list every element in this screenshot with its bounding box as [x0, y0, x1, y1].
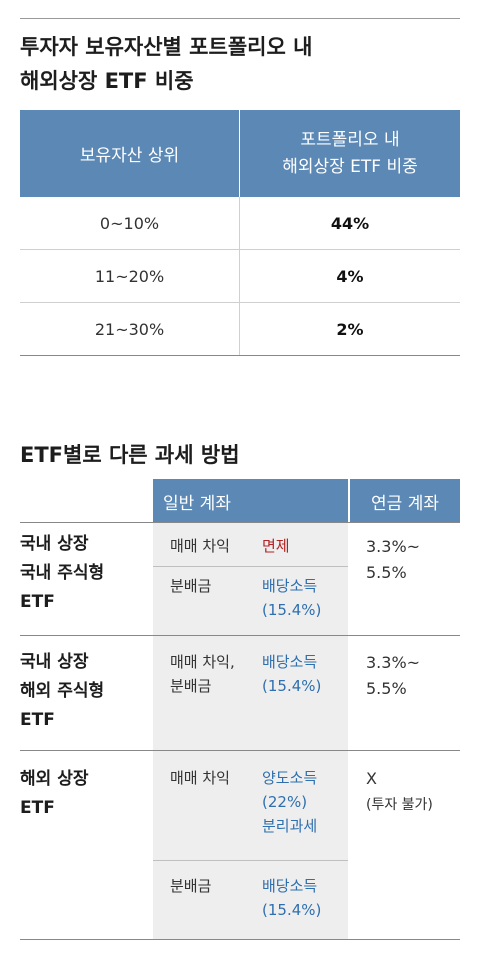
header-pension-account: 연금 계좌 [350, 479, 460, 523]
item-key: 분배금 [170, 877, 212, 895]
header-etf-share-line1: 포트폴리오 내 [300, 129, 400, 150]
item-value: 양도소득 (22%) 분리과세 [262, 766, 317, 838]
section-label-line: 국내 주식형 [20, 563, 105, 583]
table2-title: ETF별로 다른 과세 방법 [20, 443, 240, 467]
share-cell: 44% [330, 214, 370, 233]
row-separator [20, 249, 460, 250]
section-label-domestic-foreign: 국내 상장 해외 주식형 ETF [20, 648, 104, 735]
general-account-column-bg [153, 523, 348, 939]
item-value-line: 배당소득 [262, 577, 318, 595]
item-value-line: (15.4%) [262, 677, 322, 695]
range-cell: 0~10% [99, 214, 160, 233]
row-divider [239, 250, 240, 303]
item-value-line: (22%) [262, 793, 308, 811]
section-separator [20, 750, 460, 751]
pension-value: X (투자 불가) [366, 766, 433, 818]
item-value: 배당소득 (15.4%) [262, 650, 321, 698]
header-general-account: 일반 계좌 [153, 479, 348, 523]
row-divider [239, 197, 240, 250]
item-key-line: 매매 차익, [170, 653, 235, 671]
range-cell: 11~20% [94, 267, 165, 286]
share-cell: 2% [336, 320, 364, 339]
pension-value-line: X [366, 769, 377, 788]
section-label-line: ETF [20, 798, 55, 818]
pension-value-line: 3.3%~ [366, 653, 421, 672]
table1-title-line2: 해외상장 ETF 비중 [20, 69, 194, 93]
item-key: 매매 차익, 분배금 [170, 650, 235, 698]
item-value-line: 양도소득 [262, 769, 318, 787]
pension-value-line: (투자 불가) [366, 797, 433, 813]
table1-title-line1: 투자자 보유자산별 포트폴리오 내 [20, 35, 313, 59]
item-value-line: (15.4%) [262, 901, 322, 919]
section-label-line: 해외 상장 [20, 769, 89, 789]
table-row: 21~30% 2% [20, 303, 460, 356]
item-key-line: 분배금 [170, 677, 212, 695]
section-label-line: 국내 상장 [20, 652, 89, 672]
table-row: 11~20% 4% [20, 250, 460, 303]
row-divider [239, 303, 240, 356]
table-row: 0~10% 44% [20, 197, 460, 250]
pension-value: 3.3%~ 5.5% [366, 534, 420, 586]
row-separator [20, 302, 460, 303]
table2-bottom-rule [20, 939, 460, 940]
section-label-line: ETF [20, 592, 55, 612]
item-value: 면제 [262, 537, 290, 555]
section-label-line: 해외 주식형 [20, 681, 105, 701]
item-value-line: 배당소득 [262, 653, 318, 671]
item-separator [153, 566, 348, 567]
item-value: 배당소득 (15.4%) [262, 574, 321, 622]
section-label-foreign: 해외 상장 ETF [20, 765, 88, 823]
item-value-line: 배당소득 [262, 877, 318, 895]
item-value-line: 분리과세 [262, 817, 318, 835]
item-key: 매매 차익 [170, 769, 230, 787]
table1-title: 투자자 보유자산별 포트폴리오 내 해외상장 ETF 비중 [20, 30, 312, 98]
table1-bottom-rule [20, 355, 460, 356]
pension-value-line: 3.3%~ [366, 537, 421, 556]
top-rule [20, 18, 460, 19]
table1-header: 보유자산 상위 포트폴리오 내 해외상장 ETF 비중 [20, 110, 460, 197]
header-assets-rank: 보유자산 상위 [79, 146, 180, 166]
section-label-domestic-domestic: 국내 상장 국내 주식형 ETF [20, 530, 104, 617]
section-separator [20, 635, 460, 636]
item-separator [153, 860, 348, 861]
share-cell: 4% [336, 267, 364, 286]
pension-value: 3.3%~ 5.5% [366, 650, 420, 702]
header-etf-share-line2: 해외상장 ETF 비중 [282, 156, 418, 177]
table2-header-rule [20, 522, 460, 523]
header-etf-share: 포트폴리오 내 해외상장 ETF 비중 [240, 110, 460, 197]
pension-value-line: 5.5% [366, 679, 407, 698]
item-key: 분배금 [170, 577, 212, 595]
header-divider [239, 110, 240, 197]
section-label-line: ETF [20, 710, 55, 730]
section-label-line: 국내 상장 [20, 534, 89, 554]
pension-value-line: 5.5% [366, 563, 407, 582]
range-cell: 21~30% [94, 320, 165, 339]
item-value-line: (15.4%) [262, 601, 322, 619]
item-value: 배당소득 (15.4%) [262, 874, 321, 922]
item-key: 매매 차익 [170, 537, 230, 555]
